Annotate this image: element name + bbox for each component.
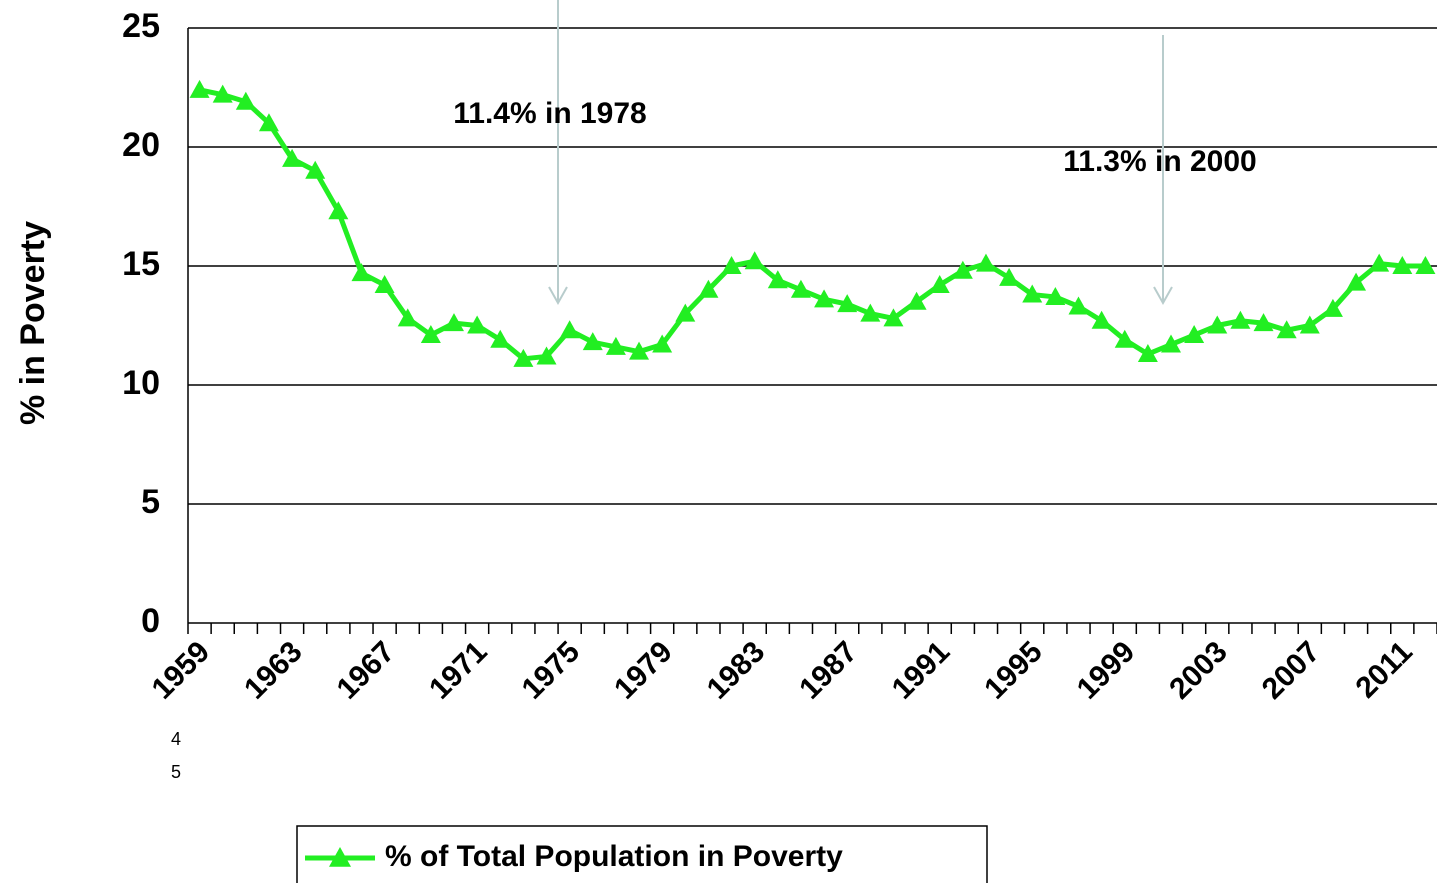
marker — [1230, 310, 1251, 329]
marker — [1253, 313, 1274, 332]
annotation-arrowhead — [1153, 286, 1173, 306]
legend-marker — [329, 847, 351, 867]
marker — [536, 346, 557, 365]
x-tick-label: 1971 — [423, 635, 494, 706]
annotation: 11.3% in 2000 — [1063, 145, 1256, 178]
x-tick-label: 2011 — [1349, 635, 1418, 704]
marker — [629, 341, 650, 360]
x-tick-label: 1987 — [793, 635, 864, 706]
slide-number: 5 — [171, 762, 181, 782]
marker — [814, 289, 835, 308]
y-tick-label: 20 — [122, 126, 160, 164]
x-tick-label: 2007 — [1256, 635, 1327, 706]
marker — [397, 308, 418, 327]
marker — [1091, 310, 1112, 329]
legend-box — [296, 825, 988, 883]
x-tick-label: 1995 — [978, 635, 1049, 706]
marker — [443, 313, 464, 332]
marker — [999, 267, 1020, 286]
marker — [1346, 272, 1367, 291]
marker — [837, 294, 858, 313]
marker — [1114, 329, 1135, 348]
x-tick-label: 1959 — [146, 635, 217, 706]
marker — [189, 79, 210, 98]
y-tick-label: 0 — [141, 602, 160, 640]
annotation-arrowhead — [548, 286, 568, 306]
marker — [559, 320, 580, 339]
marker — [767, 270, 788, 289]
annotation: 11.4% in 1978 — [453, 97, 646, 130]
marker — [1299, 315, 1320, 334]
x-tick-label: 1983 — [701, 635, 772, 706]
marker — [698, 279, 719, 298]
marker — [1045, 286, 1066, 305]
marker — [282, 148, 303, 167]
y-tick-label: 25 — [122, 7, 160, 45]
marker — [860, 303, 881, 322]
y-axis-label: % in Poverty — [14, 221, 52, 425]
marker — [652, 334, 673, 353]
y-tick-label: 10 — [122, 364, 160, 402]
marker — [1184, 325, 1205, 344]
x-tick-label: 1963 — [238, 635, 309, 706]
marker — [1415, 256, 1436, 274]
x-tick-label: 1967 — [331, 635, 402, 706]
marker — [605, 336, 626, 355]
marker — [675, 303, 696, 322]
marker — [1369, 253, 1390, 272]
marker — [1322, 298, 1343, 317]
marker — [1161, 334, 1182, 353]
marker — [258, 113, 279, 132]
marker — [952, 260, 973, 279]
legend-label: % of Total Population in Poverty — [385, 840, 843, 873]
marker — [1022, 284, 1043, 303]
x-tick-label: 2003 — [1163, 635, 1234, 706]
marker — [1207, 315, 1228, 334]
marker — [1068, 296, 1089, 315]
x-tick-label: 1979 — [608, 635, 679, 706]
marker — [351, 263, 372, 282]
y-tick-label: 5 — [141, 483, 160, 521]
marker — [906, 291, 927, 310]
marker — [467, 315, 488, 334]
marker — [1276, 320, 1297, 339]
marker — [975, 253, 996, 272]
marker — [744, 251, 765, 270]
slide-number: 4 — [171, 729, 181, 749]
marker — [374, 275, 395, 294]
marker — [1137, 344, 1158, 363]
x-tick-label: 1999 — [1071, 635, 1142, 706]
marker — [929, 275, 950, 294]
x-tick-label: 1975 — [516, 635, 587, 706]
marker — [212, 84, 233, 103]
marker — [883, 308, 904, 327]
marker — [235, 91, 256, 110]
marker — [582, 332, 603, 351]
marker — [513, 348, 534, 367]
marker — [490, 329, 511, 348]
marker — [305, 160, 326, 179]
marker — [1392, 256, 1413, 274]
marker — [420, 325, 441, 344]
y-tick-label: 15 — [122, 245, 160, 283]
x-tick-label: 1991 — [886, 635, 957, 706]
marker — [721, 256, 742, 274]
marker — [790, 279, 811, 298]
marker — [328, 201, 349, 220]
